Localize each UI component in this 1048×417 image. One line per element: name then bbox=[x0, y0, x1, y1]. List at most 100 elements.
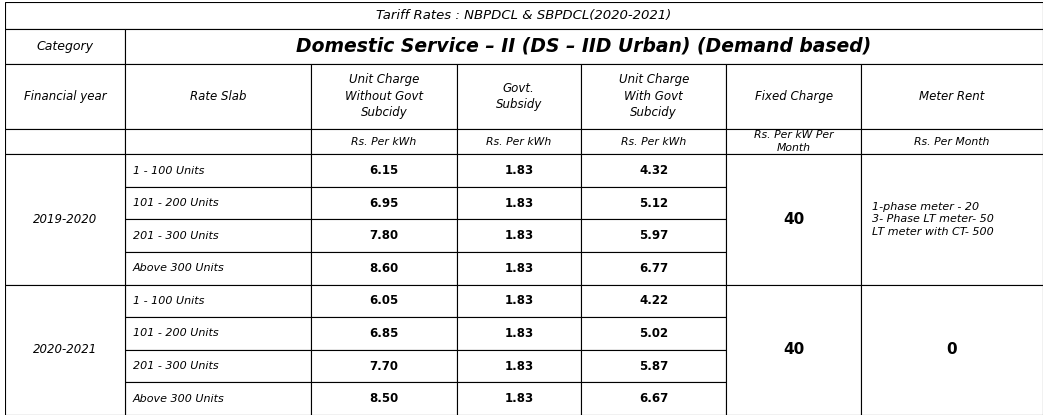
Text: 8.60: 8.60 bbox=[369, 262, 398, 275]
Text: 7.80: 7.80 bbox=[369, 229, 398, 242]
Bar bbox=[125, 382, 311, 415]
Text: Rs. Per kWh: Rs. Per kWh bbox=[486, 137, 551, 147]
Bar bbox=[311, 187, 457, 219]
Bar bbox=[726, 285, 861, 415]
Text: 1.83: 1.83 bbox=[504, 392, 533, 405]
Text: Govt.
Subsidy: Govt. Subsidy bbox=[496, 82, 542, 111]
Bar bbox=[457, 64, 581, 129]
Bar bbox=[457, 129, 581, 154]
Text: 6.05: 6.05 bbox=[369, 294, 398, 307]
Bar bbox=[5, 154, 125, 285]
Bar bbox=[311, 382, 457, 415]
Bar bbox=[311, 64, 457, 129]
Bar bbox=[581, 129, 726, 154]
Text: 1.83: 1.83 bbox=[504, 197, 533, 210]
Text: 5.02: 5.02 bbox=[639, 327, 669, 340]
Text: Unit Charge
With Govt
Subcidy: Unit Charge With Govt Subcidy bbox=[618, 73, 689, 119]
Bar bbox=[125, 64, 311, 129]
Bar bbox=[726, 64, 861, 129]
Text: Rs. Per kW Per
Month: Rs. Per kW Per Month bbox=[754, 130, 833, 153]
Text: 40: 40 bbox=[783, 212, 805, 227]
Bar bbox=[457, 382, 581, 415]
Text: Domestic Service – II (DS – IID Urban) (Demand based): Domestic Service – II (DS – IID Urban) (… bbox=[296, 37, 871, 56]
Bar bbox=[311, 285, 457, 317]
Text: Rate Slab: Rate Slab bbox=[190, 90, 246, 103]
Bar bbox=[125, 154, 311, 187]
Bar bbox=[311, 154, 457, 187]
Text: 6.85: 6.85 bbox=[369, 327, 398, 340]
Text: 1 - 100 Units: 1 - 100 Units bbox=[133, 166, 204, 176]
Text: 4.32: 4.32 bbox=[639, 164, 669, 177]
Bar bbox=[5, 285, 125, 415]
Text: Tariff Rates : NBPDCL & SBPDCL(2020-2021): Tariff Rates : NBPDCL & SBPDCL(2020-2021… bbox=[376, 9, 672, 22]
Bar bbox=[5, 129, 125, 154]
Text: 5.87: 5.87 bbox=[639, 359, 669, 372]
Text: 1.83: 1.83 bbox=[504, 327, 533, 340]
Text: 201 - 300 Units: 201 - 300 Units bbox=[133, 231, 218, 241]
Text: Rs. Per Month: Rs. Per Month bbox=[914, 137, 989, 147]
Text: 2019-2020: 2019-2020 bbox=[32, 213, 97, 226]
Bar bbox=[581, 219, 726, 252]
Bar bbox=[5, 64, 125, 129]
Bar bbox=[581, 252, 726, 285]
Bar bbox=[125, 29, 1043, 64]
Text: 8.50: 8.50 bbox=[369, 392, 398, 405]
Bar bbox=[125, 317, 311, 350]
Bar bbox=[726, 129, 861, 154]
Text: 6.15: 6.15 bbox=[369, 164, 398, 177]
Text: Category: Category bbox=[37, 40, 93, 53]
Bar bbox=[581, 285, 726, 317]
Text: 0: 0 bbox=[946, 342, 957, 357]
Bar bbox=[457, 154, 581, 187]
Bar bbox=[125, 219, 311, 252]
Text: 1.83: 1.83 bbox=[504, 164, 533, 177]
Bar bbox=[125, 285, 311, 317]
Text: 6.95: 6.95 bbox=[369, 197, 398, 210]
Bar bbox=[5, 29, 125, 64]
Bar bbox=[581, 187, 726, 219]
Bar bbox=[457, 350, 581, 382]
Text: 1.83: 1.83 bbox=[504, 262, 533, 275]
Text: 201 - 300 Units: 201 - 300 Units bbox=[133, 361, 218, 371]
Text: 1.83: 1.83 bbox=[504, 294, 533, 307]
Text: 1.83: 1.83 bbox=[504, 229, 533, 242]
Bar bbox=[457, 187, 581, 219]
Bar bbox=[311, 317, 457, 350]
Text: Rs. Per kWh: Rs. Per kWh bbox=[621, 137, 686, 147]
Bar bbox=[457, 317, 581, 350]
Text: 1 - 100 Units: 1 - 100 Units bbox=[133, 296, 204, 306]
Bar bbox=[311, 219, 457, 252]
Bar bbox=[861, 285, 1043, 415]
Text: 6.77: 6.77 bbox=[639, 262, 669, 275]
Text: 7.70: 7.70 bbox=[370, 359, 398, 372]
Bar bbox=[581, 64, 726, 129]
Text: Unit Charge
Without Govt
Subcidy: Unit Charge Without Govt Subcidy bbox=[345, 73, 423, 119]
Text: 1-phase meter - 20
3- Phase LT meter- 50
LT meter with CT- 500: 1-phase meter - 20 3- Phase LT meter- 50… bbox=[872, 202, 994, 237]
Text: 6.67: 6.67 bbox=[639, 392, 669, 405]
Text: 5.12: 5.12 bbox=[639, 197, 669, 210]
Bar bbox=[457, 252, 581, 285]
Text: Meter Rent: Meter Rent bbox=[919, 90, 985, 103]
Bar bbox=[861, 129, 1043, 154]
Text: 101 - 200 Units: 101 - 200 Units bbox=[133, 329, 218, 339]
Text: 1.83: 1.83 bbox=[504, 359, 533, 372]
Text: 4.22: 4.22 bbox=[639, 294, 669, 307]
Bar bbox=[5, 2, 1043, 29]
Text: Financial year: Financial year bbox=[24, 90, 106, 103]
Text: Rs. Per kWh: Rs. Per kWh bbox=[351, 137, 416, 147]
Bar bbox=[581, 350, 726, 382]
Bar bbox=[861, 154, 1043, 285]
Bar bbox=[581, 154, 726, 187]
Text: 5.97: 5.97 bbox=[639, 229, 669, 242]
Bar bbox=[311, 350, 457, 382]
Bar bbox=[125, 350, 311, 382]
Bar bbox=[311, 252, 457, 285]
Bar bbox=[861, 64, 1043, 129]
Text: Above 300 Units: Above 300 Units bbox=[133, 394, 224, 404]
Bar bbox=[311, 129, 457, 154]
Bar bbox=[581, 382, 726, 415]
Text: Fixed Charge: Fixed Charge bbox=[755, 90, 833, 103]
Bar bbox=[726, 154, 861, 285]
Text: 101 - 200 Units: 101 - 200 Units bbox=[133, 198, 218, 208]
Bar bbox=[581, 317, 726, 350]
